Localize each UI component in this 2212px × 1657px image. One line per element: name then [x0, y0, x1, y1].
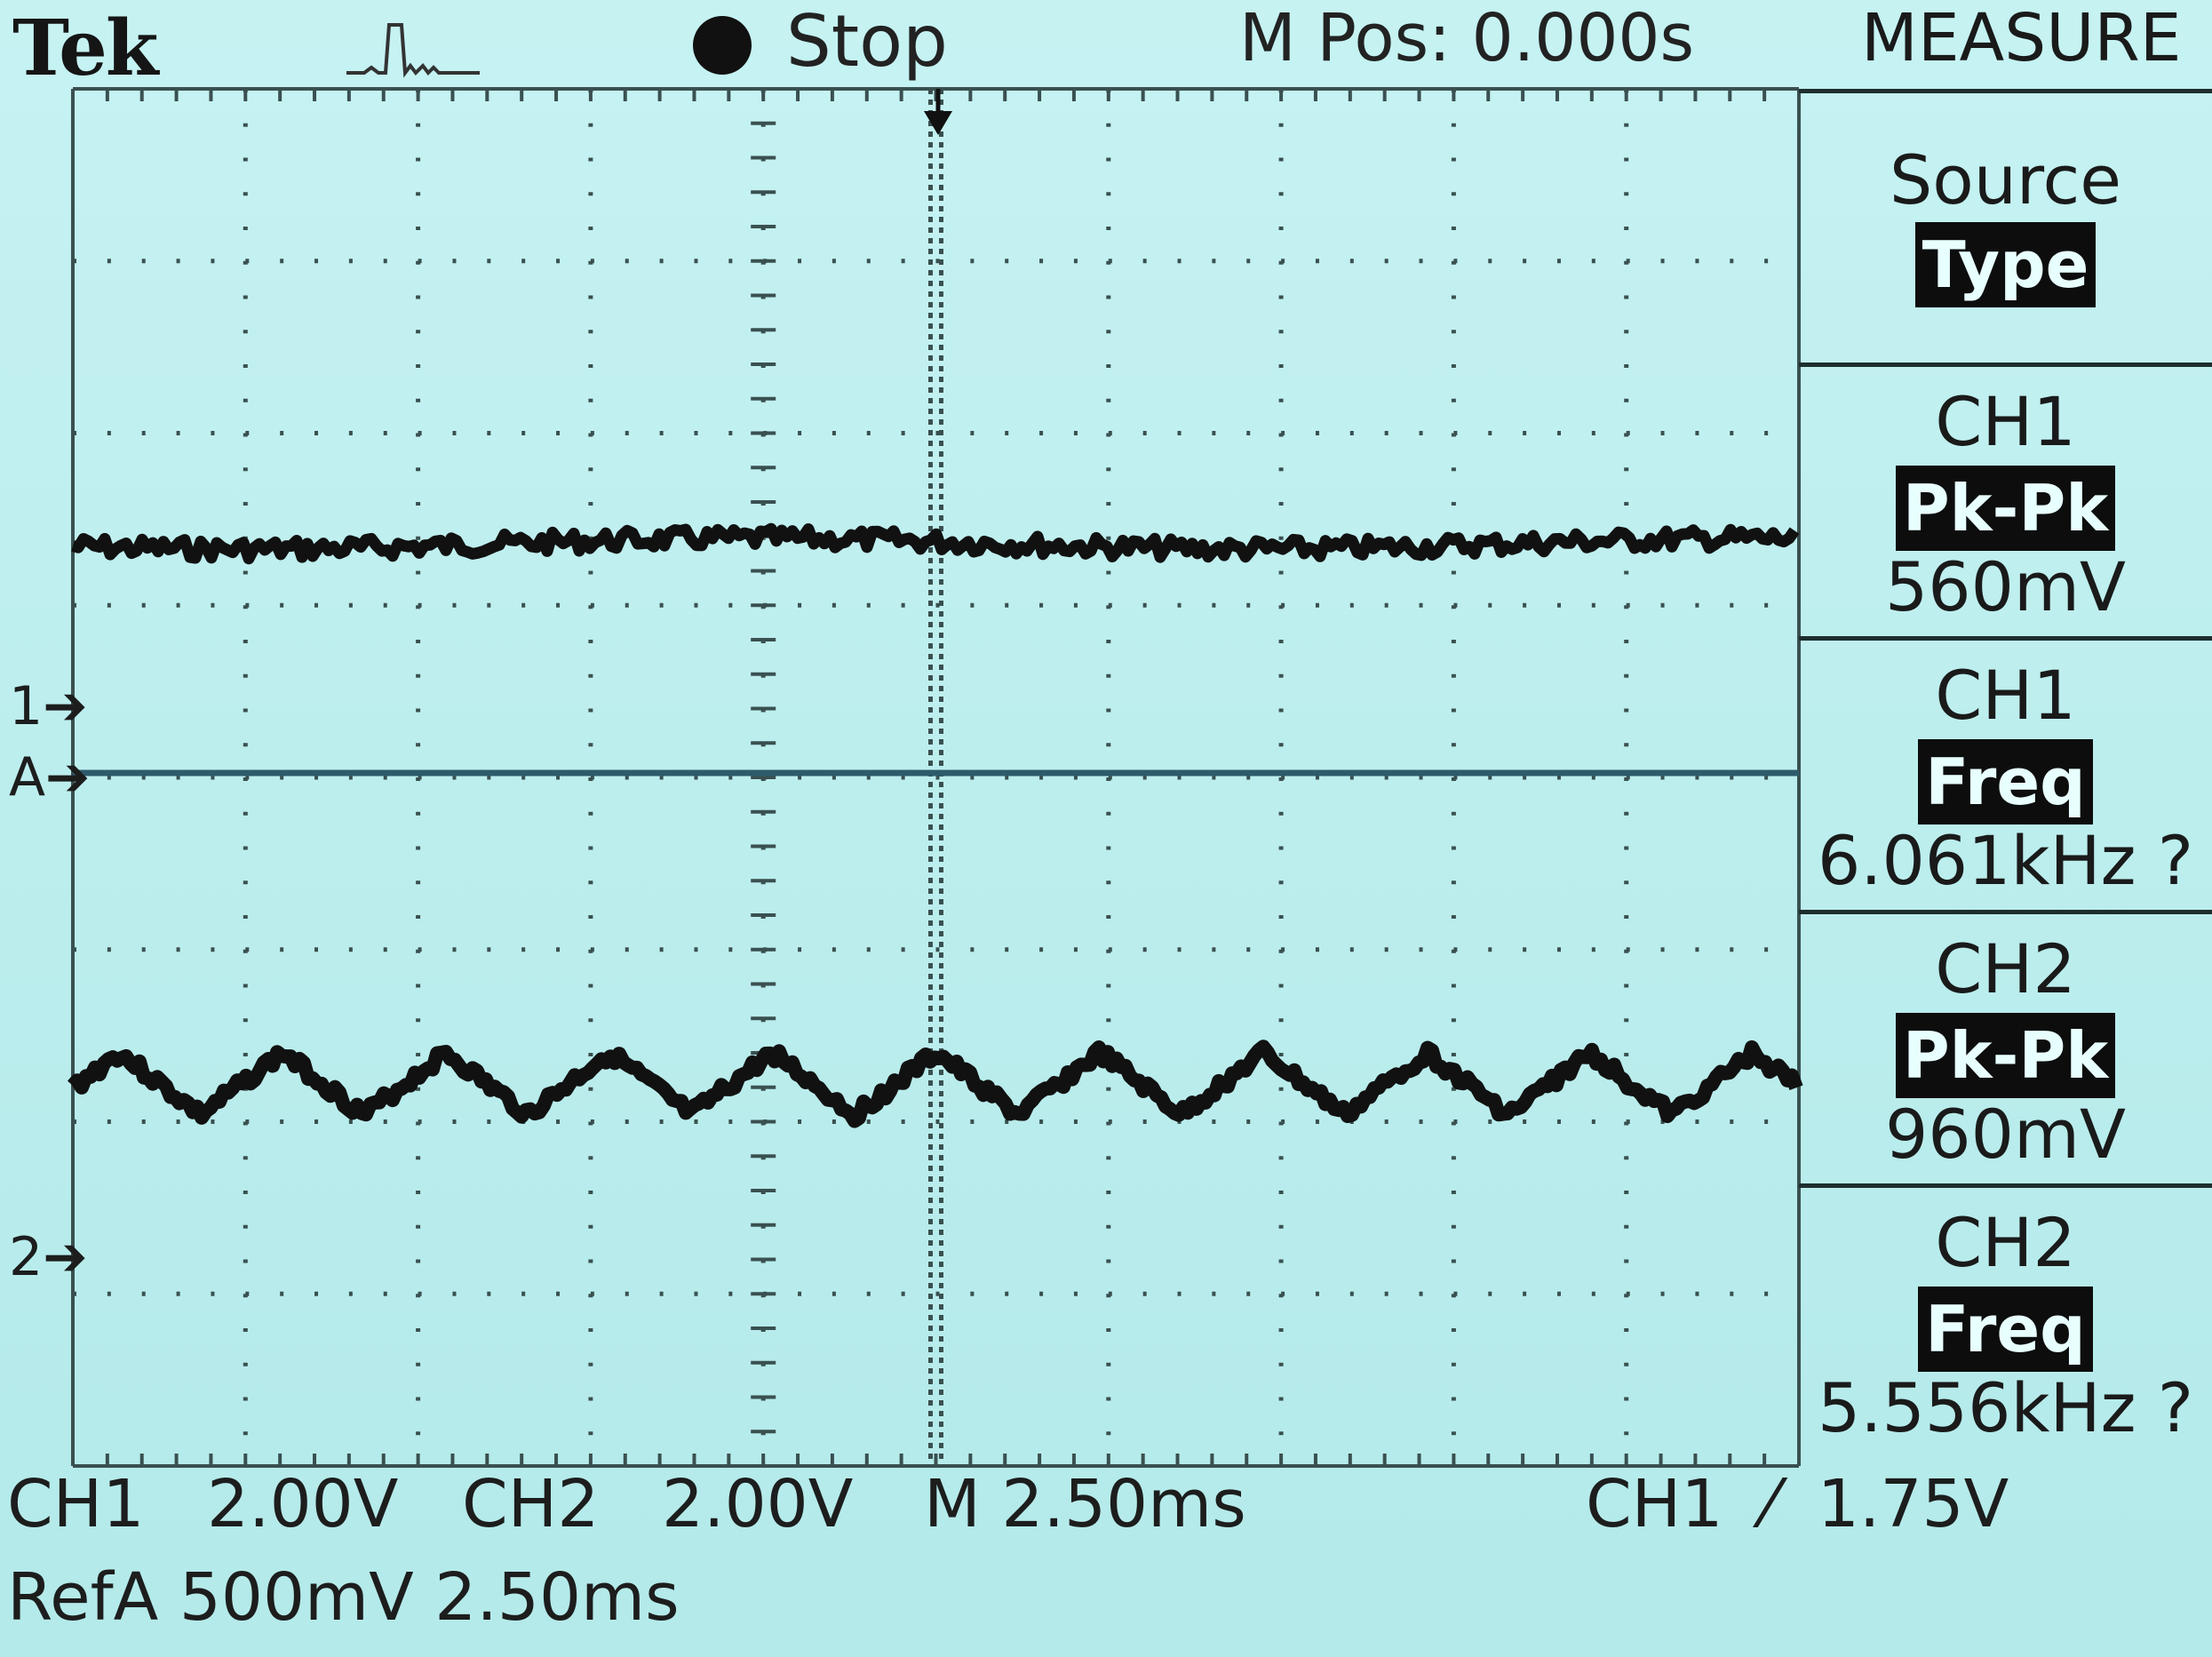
measurement-value: 6.061kHz ?	[1799, 821, 2212, 900]
measurement-channel: CH2	[1799, 1203, 2212, 1282]
menu-item-source-type[interactable]: Source Type	[1799, 89, 2212, 362]
measurement-channel: CH1	[1799, 382, 2212, 461]
measurement-value: 960mV	[1799, 1095, 2212, 1174]
measure-menu: Source Type CH1 Pk-Pk 560mV CH1 Freq 6.0…	[1799, 89, 2212, 1466]
measurement-type: Pk-Pk	[1799, 466, 2212, 551]
menu-item-ch2-pkpk[interactable]: CH2 Pk-Pk 960mV	[1799, 910, 2212, 1183]
ch1-ground-marker[interactable]: 1➔	[9, 675, 87, 737]
menu-item-ch1-freq[interactable]: CH1 Freq 6.061kHz ?	[1799, 636, 2212, 910]
ch2-scale-readout: CH2 2.00V	[462, 1466, 853, 1542]
measurement-value: 5.556kHz ?	[1799, 1368, 2212, 1447]
trigger-readout: CH1 ⁄ 1.75V	[1586, 1466, 2009, 1542]
measurement-channel: CH2	[1799, 929, 2212, 1008]
ch2-waveform	[73, 1047, 1796, 1120]
trigger-position-arrow-icon	[924, 111, 952, 135]
type-label: Type	[1799, 222, 2212, 307]
ch1-scale-readout: CH1 2.00V	[7, 1466, 398, 1542]
measurement-channel: CH1	[1799, 656, 2212, 735]
ref-a-readout: RefA 500mV 2.50ms	[7, 1559, 680, 1636]
source-label: Source	[1799, 140, 2212, 219]
timebase-readout: M 2.50ms	[924, 1466, 1246, 1542]
measurement-value: 560mV	[1799, 547, 2212, 626]
ref-a-marker[interactable]: A➔	[9, 746, 90, 809]
menu-item-ch1-pkpk[interactable]: CH1 Pk-Pk 560mV	[1799, 362, 2212, 636]
measurement-type: Freq	[1799, 1287, 2212, 1372]
ch1-waveform	[73, 529, 1794, 559]
menu-item-ch2-freq[interactable]: CH2 Freq 5.556kHz ?	[1799, 1183, 2212, 1457]
graticule-grid	[73, 89, 1799, 1466]
measurement-type: Pk-Pk	[1799, 1013, 2212, 1098]
ch2-ground-marker[interactable]: 2➔	[9, 1226, 87, 1288]
measurement-type: Freq	[1799, 739, 2212, 825]
